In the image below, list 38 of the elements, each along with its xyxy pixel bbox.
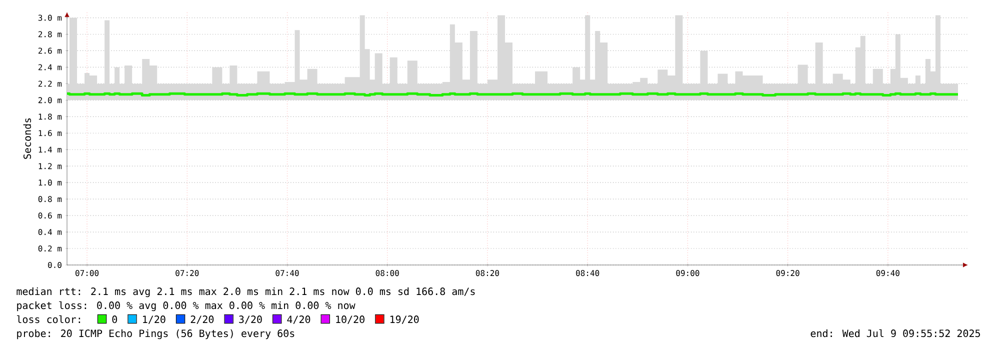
y-tick-label: 1.4 m [38, 146, 62, 153]
y-tick-label: 0.8 m [38, 196, 62, 202]
text: probe: 20 ICMP Echo Pings (56 Bytes) every 60s [17, 329, 294, 340]
y-tick-label: 0.2 m [38, 245, 62, 252]
legend-label: 1/20 [143, 316, 166, 324]
y-tick-label: 1.8 m [38, 114, 62, 120]
y-tick-label: 0.6 m [38, 212, 62, 219]
x-tick-label: 08:00 [376, 270, 399, 276]
y-axis-title: Seconds [23, 118, 32, 159]
y-tick-label: 2.8 m [38, 31, 62, 38]
y-tick-label: 1.2 m [38, 163, 62, 170]
x-tick-label: 07:40 [276, 270, 299, 276]
y-tick-label: 0.0 [48, 262, 62, 268]
legend-label: 2/20 [190, 316, 214, 324]
y-tick-label: 2.6 m [38, 48, 62, 54]
legend-label: 3/20 [239, 316, 262, 324]
x-tick-label: 09:40 [876, 270, 900, 276]
y-tick-label: 3.0 m [38, 14, 62, 21]
x-tick-label: 07:00 [76, 270, 99, 276]
x-tick-label: 08:40 [576, 270, 600, 276]
x-tick-label: 08:20 [476, 270, 499, 276]
x-tick-label: 09:00 [676, 270, 700, 276]
y-tick-label: 1.6 m [38, 130, 62, 136]
legend-title: loss color: [17, 315, 80, 324]
y-tick-label: 1.0 m [38, 180, 62, 186]
legend-label: 4/20 [287, 316, 310, 324]
text: packet loss: 0.00 % avg 0.00 % max 0.00 % min 0.00 % now [17, 301, 356, 312]
y-tick-label: 2.4 m [38, 64, 62, 70]
legend-label: 0 [112, 316, 118, 324]
legend-label: 19/20 [390, 316, 419, 324]
legend-label: 10/20 [336, 316, 364, 324]
y-tick-label: 0.4 m [38, 228, 62, 236]
text: median rtt: 2.1 ms avg 2.1 ms max 2.0 ms min 2.1 ms now 0.0 ms sd 166.8 am/s [16, 287, 475, 298]
y-tick-label: 2.0 m [38, 97, 62, 104]
x-tick-label: 09:20 [776, 270, 800, 276]
x-tick-label: 07:20 [176, 270, 199, 276]
y-tick-label: 2.2 m [38, 80, 62, 87]
text: end: Wed Jul 9 09:55:52 2025 [810, 329, 980, 338]
